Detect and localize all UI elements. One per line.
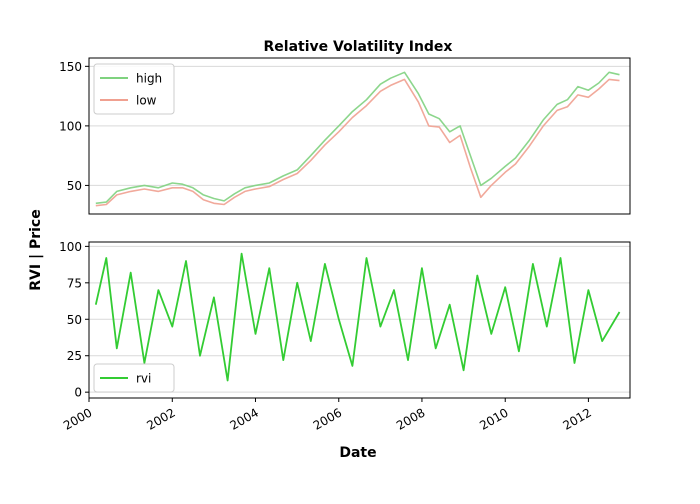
plot-area <box>89 242 630 398</box>
panel-2: 0 25 50 75 100 rvi <box>59 240 631 400</box>
y-axis-label: RVI | Price <box>28 209 44 290</box>
x-axis-label: Date <box>339 445 376 461</box>
axes-frame <box>88 241 631 399</box>
x-tick-label: 2000 <box>61 405 94 432</box>
x-tick-label: 2002 <box>144 405 177 432</box>
x-tick-label: 2004 <box>228 405 261 432</box>
x-tick-label: 2006 <box>311 405 344 432</box>
x-tick-label: 2012 <box>560 405 593 432</box>
legend-label-high: high <box>136 72 162 86</box>
y-tick-label: 0 <box>74 386 82 400</box>
x-tick-label: 2008 <box>394 405 427 432</box>
y-tick-label: 25 <box>67 349 82 363</box>
axes-frame <box>88 57 631 215</box>
legend-label-rvi: rvi <box>136 372 151 386</box>
series-line-low <box>95 78 620 207</box>
legend-label-low: low <box>136 94 157 108</box>
legend-box <box>93 63 175 115</box>
series-line-high <box>95 71 620 205</box>
panel-1: 50 100 150 high low <box>59 57 631 215</box>
y-tick-label: 100 <box>59 119 82 133</box>
y-tick-label: 150 <box>59 60 82 74</box>
legend-box <box>93 363 175 393</box>
y-tick-label: 50 <box>67 179 82 193</box>
x-tick-label: 2010 <box>477 405 510 432</box>
y-tick-label: 75 <box>67 276 82 290</box>
chart-title: Relative Volatility Index <box>264 39 453 55</box>
y-tick-label: 50 <box>67 313 82 327</box>
series-line-rvi <box>94 252 621 382</box>
y-tick-label: 100 <box>59 240 82 254</box>
